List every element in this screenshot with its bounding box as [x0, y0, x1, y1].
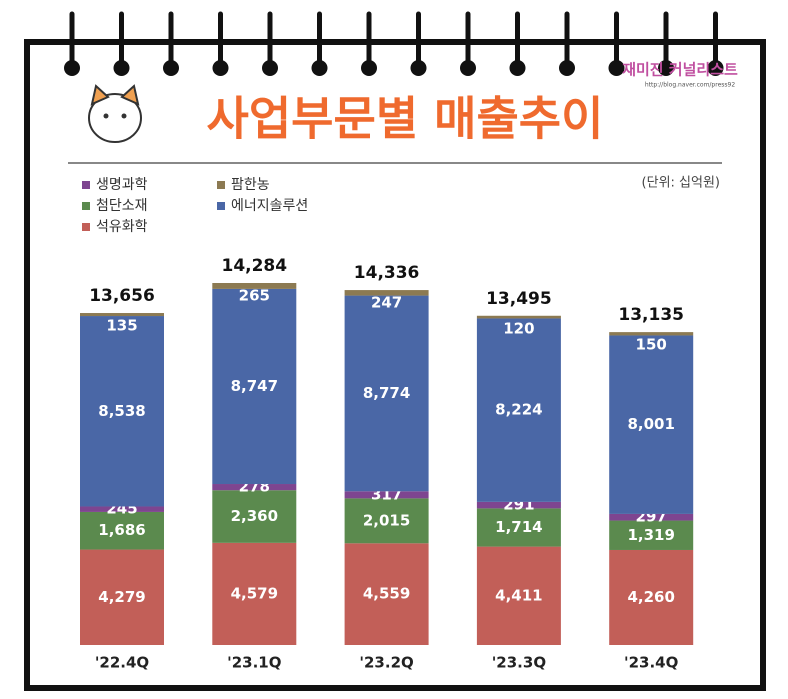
bar-segment — [80, 313, 164, 317]
value-label: 4,260 — [627, 588, 674, 606]
bar-segment — [344, 543, 429, 645]
value-label: 1,686 — [98, 521, 145, 539]
bar-segment — [344, 295, 429, 492]
value-label: 247 — [371, 294, 402, 312]
legend-label: 첨단소재 — [96, 198, 148, 214]
legend-swatch — [82, 181, 90, 189]
cat-icon — [88, 84, 142, 143]
chart-title: 사업부문별 매출추이 — [207, 92, 604, 146]
ring-hole — [707, 60, 724, 76]
bar-segment — [212, 490, 297, 543]
ring-hole — [658, 60, 674, 76]
value-label: 4,279 — [98, 588, 145, 606]
bar-segment — [476, 546, 561, 645]
ring-hole — [460, 60, 476, 76]
x-tick-label: '23.3Q — [492, 654, 546, 672]
bar-segment — [212, 288, 297, 485]
x-tick-label: '23.4Q — [624, 654, 678, 672]
bar-segment — [344, 498, 429, 544]
value-label: 8,747 — [231, 377, 278, 395]
value-label: 4,411 — [495, 586, 542, 604]
bar-segment — [476, 318, 561, 502]
value-label: 8,224 — [495, 401, 542, 419]
value-label: 135 — [106, 317, 137, 335]
value-label: 2,360 — [231, 507, 278, 525]
x-tick-label: '22.4Q — [95, 654, 149, 672]
value-label: 8,538 — [98, 402, 145, 420]
legend-label: 에너지솔루션 — [231, 198, 308, 214]
bar-segment — [344, 491, 429, 499]
bar-segment — [609, 332, 694, 336]
legend-label: 생명과학 — [96, 177, 148, 193]
value-label: 120 — [503, 319, 534, 337]
watermark-url: http://blog.naver.com/press92 — [645, 82, 736, 89]
ring-hole — [559, 60, 575, 76]
bar-segment — [80, 316, 164, 507]
ring-hole — [113, 60, 130, 76]
legend-swatch — [217, 181, 225, 189]
bar-segment — [344, 290, 429, 296]
ring-hole — [509, 60, 526, 76]
legend-label: 석유화학 — [96, 219, 148, 235]
ring-hole — [410, 60, 427, 76]
value-label: 2,015 — [363, 511, 410, 529]
value-label: 4,579 — [231, 584, 278, 602]
legend-swatch — [82, 202, 90, 210]
total-label: 13,495 — [486, 289, 552, 309]
bar-segment — [80, 511, 164, 550]
value-label: 8,001 — [627, 415, 674, 433]
x-tick-label: '23.1Q — [227, 654, 281, 672]
bar-segment — [212, 283, 297, 289]
value-label: 265 — [239, 287, 270, 305]
value-label: 1,714 — [495, 518, 542, 536]
bar-segment — [609, 513, 694, 521]
legend-label: 팜한농 — [231, 177, 270, 193]
legend-swatch — [217, 202, 225, 210]
legend-swatch — [82, 223, 90, 231]
value-label: 150 — [636, 336, 667, 354]
bar-segment — [80, 506, 164, 512]
bar-segment — [476, 501, 561, 509]
ring-hole — [64, 60, 80, 76]
ring-hole — [311, 60, 328, 76]
total-label: 13,656 — [89, 286, 155, 306]
ring-hole — [608, 60, 625, 76]
bar-segment — [476, 508, 561, 547]
bar-segment — [609, 335, 694, 514]
ring-hole — [212, 60, 229, 76]
watermark: 재미진 커널리스트 — [622, 61, 738, 79]
value-label: 8,774 — [363, 384, 410, 402]
bar-segment — [476, 315, 561, 319]
rings — [64, 11, 724, 76]
bar-segment — [609, 520, 694, 550]
total-label: 14,336 — [354, 263, 420, 283]
ring-hole — [163, 60, 179, 76]
bar-segment — [80, 549, 164, 645]
total-label: 13,135 — [618, 305, 684, 325]
ring-hole — [361, 60, 377, 76]
bar-segment — [609, 549, 694, 645]
total-label: 14,284 — [221, 256, 287, 276]
bar-segment — [212, 542, 297, 645]
unit-label: (단위: 십억원) — [642, 176, 720, 191]
x-tick-label: '23.2Q — [359, 654, 413, 672]
value-label: 4,559 — [363, 585, 410, 603]
bar-segment — [212, 484, 297, 491]
value-label: 1,319 — [627, 526, 674, 544]
ring-hole — [262, 60, 278, 76]
